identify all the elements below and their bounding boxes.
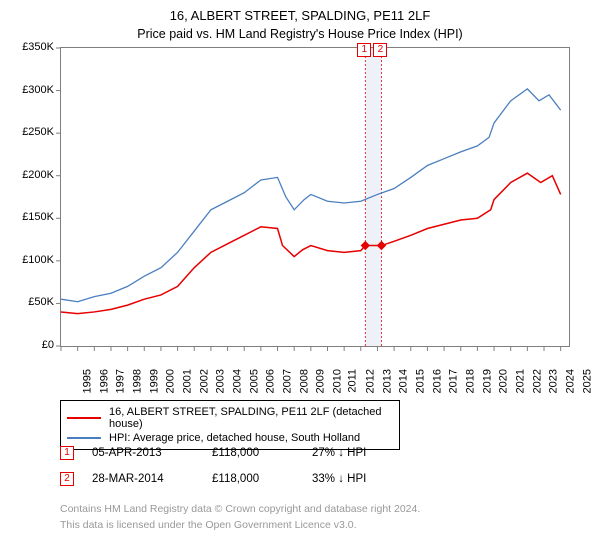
x-tick-label: 2011 bbox=[347, 369, 359, 393]
x-tick-label: 2015 bbox=[415, 369, 427, 393]
x-tick-label: 2007 bbox=[281, 369, 293, 393]
plot-area bbox=[60, 47, 570, 347]
y-tick-label: £50K bbox=[10, 296, 54, 308]
x-tick-label: 2013 bbox=[381, 369, 393, 393]
sale-price: £118,000 bbox=[212, 447, 312, 459]
legend-swatch bbox=[67, 417, 101, 419]
y-tick-label: £150K bbox=[10, 211, 54, 223]
y-tick-label: £350K bbox=[10, 41, 54, 53]
sale-delta: 27% ↓ HPI bbox=[312, 447, 366, 459]
x-tick-label: 2016 bbox=[431, 369, 443, 393]
y-tick-label: £300K bbox=[10, 84, 54, 96]
x-tick-label: 2001 bbox=[181, 369, 193, 393]
footer-license: This data is licensed under the Open Gov… bbox=[60, 518, 357, 532]
y-tick-label: £0 bbox=[10, 339, 54, 351]
x-tick-label: 2024 bbox=[565, 369, 577, 393]
y-tick-label: £200K bbox=[10, 169, 54, 181]
title-subtitle: Price paid vs. HM Land Registry's House … bbox=[0, 23, 600, 47]
sale-marker-icon: 1 bbox=[60, 446, 74, 460]
sale-date: 05-APR-2013 bbox=[92, 447, 212, 459]
x-tick-label: 2019 bbox=[481, 369, 493, 393]
chart-marker-box: 1 bbox=[357, 43, 371, 57]
x-tick-label: 2018 bbox=[465, 369, 477, 393]
x-tick-label: 2002 bbox=[198, 369, 210, 393]
x-tick-label: 1995 bbox=[81, 369, 93, 393]
x-tick-label: 2003 bbox=[215, 369, 227, 393]
x-tick-label: 2017 bbox=[448, 369, 460, 393]
x-tick-label: 2004 bbox=[231, 369, 243, 393]
y-tick-label: £250K bbox=[10, 126, 54, 138]
sale-row: 2 28-MAR-2014 £118,000 33% ↓ HPI bbox=[60, 472, 366, 486]
x-tick-label: 2005 bbox=[248, 369, 260, 393]
x-tick-label: 1998 bbox=[131, 369, 143, 393]
sale-price: £118,000 bbox=[212, 473, 312, 485]
legend: 16, ALBERT STREET, SPALDING, PE11 2LF (d… bbox=[60, 400, 400, 450]
x-tick-label: 2009 bbox=[315, 369, 327, 393]
x-tick-label: 2012 bbox=[365, 369, 377, 393]
legend-swatch bbox=[67, 437, 101, 439]
plot-svg bbox=[61, 48, 569, 346]
x-tick-label: 1999 bbox=[148, 369, 160, 393]
x-tick-label: 1997 bbox=[115, 369, 127, 393]
sale-marker-icon: 2 bbox=[60, 472, 74, 486]
chart-marker-box: 2 bbox=[373, 43, 387, 57]
x-tick-label: 2020 bbox=[498, 369, 510, 393]
x-tick-label: 2021 bbox=[515, 369, 527, 393]
x-tick-label: 2006 bbox=[265, 369, 277, 393]
legend-label: HPI: Average price, detached house, Sout… bbox=[109, 432, 360, 444]
sale-date: 28-MAR-2014 bbox=[92, 473, 212, 485]
title-address: 16, ALBERT STREET, SPALDING, PE11 2LF bbox=[0, 0, 600, 23]
legend-label: 16, ALBERT STREET, SPALDING, PE11 2LF (d… bbox=[109, 406, 393, 430]
x-tick-label: 2022 bbox=[531, 369, 543, 393]
x-tick-label: 2008 bbox=[298, 369, 310, 393]
x-tick-label: 2014 bbox=[398, 369, 410, 393]
x-tick-label: 2010 bbox=[331, 369, 343, 393]
legend-row: 16, ALBERT STREET, SPALDING, PE11 2LF (d… bbox=[67, 405, 393, 431]
y-tick-label: £100K bbox=[10, 254, 54, 266]
x-tick-label: 2000 bbox=[165, 369, 177, 393]
sale-delta: 33% ↓ HPI bbox=[312, 473, 366, 485]
legend-row: HPI: Average price, detached house, Sout… bbox=[67, 431, 393, 445]
x-tick-label: 2023 bbox=[548, 369, 560, 393]
footer-copyright: Contains HM Land Registry data © Crown c… bbox=[60, 502, 420, 516]
x-tick-label: 1996 bbox=[98, 369, 110, 393]
sale-row: 1 05-APR-2013 £118,000 27% ↓ HPI bbox=[60, 446, 366, 460]
x-tick-label: 2025 bbox=[581, 369, 593, 393]
chart-container: 16, ALBERT STREET, SPALDING, PE11 2LF Pr… bbox=[0, 0, 600, 560]
chart-area: £0£50K£100K£150K£200K£250K£300K£350K1995… bbox=[10, 47, 570, 367]
